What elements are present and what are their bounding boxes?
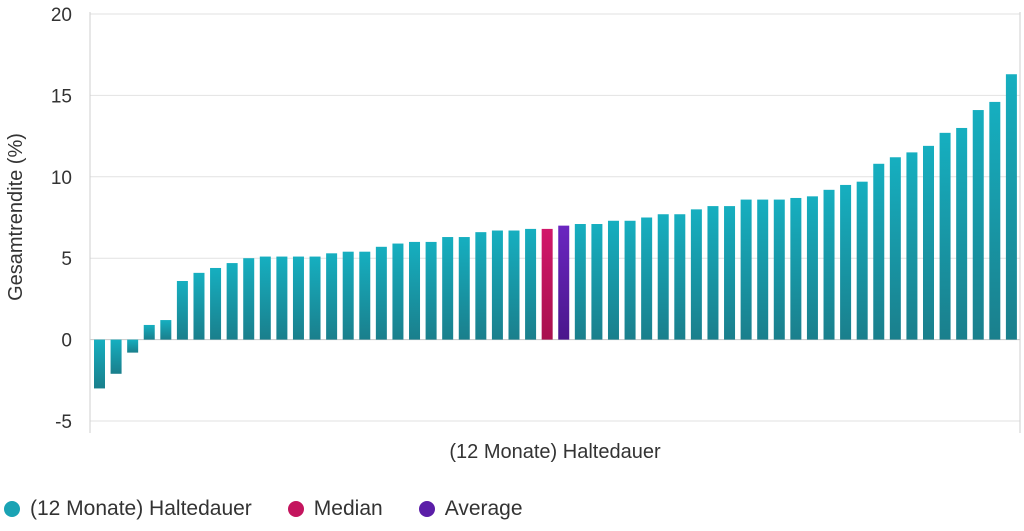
bar: [458, 237, 470, 340]
legend-swatch-average: [418, 501, 435, 517]
bar: [375, 246, 387, 340]
bar: [972, 110, 984, 340]
bar: [823, 189, 835, 340]
bar: [94, 339, 105, 389]
bar: [176, 280, 188, 340]
bar: [724, 206, 736, 340]
bar-chart: -5 0 5 10 15 20 Gesamtrendite (%) (12 Monate)…: [5, 5, 1021, 463]
bar: [790, 197, 802, 340]
bar: [309, 256, 321, 340]
bar: [657, 214, 669, 340]
bar: [574, 224, 586, 340]
bar: [442, 237, 454, 340]
bar: [127, 339, 139, 353]
legend-item-series: (12 Monate) Haltedauer: [4, 497, 252, 521]
bar: [326, 253, 338, 340]
legend-item-median: Median: [287, 497, 383, 521]
median-bar: [541, 228, 553, 340]
y-tick-label: 5: [61, 249, 72, 270]
bar: [740, 199, 752, 340]
bar: [641, 217, 653, 340]
bar: [475, 232, 487, 340]
bar: [193, 272, 205, 340]
bar: [425, 241, 437, 340]
legend-label-series: (12 Monate) Haltedauer: [30, 497, 252, 520]
bar: [806, 196, 818, 340]
bar: [226, 263, 238, 340]
bar: [392, 243, 404, 340]
legend-item-average: Average: [418, 497, 523, 521]
bar: [889, 157, 901, 340]
y-tick-label: -5: [55, 412, 72, 433]
bars: [94, 74, 1017, 389]
bar: [160, 320, 172, 340]
legend-label-median: Median: [313, 497, 383, 520]
bar: [143, 324, 155, 340]
bar: [1005, 74, 1017, 340]
legend: (12 Monate) Haltedauer Median Average: [4, 497, 559, 521]
y-axis-ticks: -5 0 5 10 15 20: [51, 5, 72, 433]
bar: [359, 251, 371, 340]
bar: [873, 163, 885, 340]
legend-swatch-median: [287, 501, 304, 517]
y-tick-label: 10: [51, 168, 72, 189]
bar: [956, 127, 968, 340]
bar: [989, 101, 1001, 340]
bar: [210, 267, 222, 340]
bar: [342, 251, 354, 340]
y-tick-label: 20: [51, 5, 72, 26]
bar: [840, 184, 852, 340]
bar: [690, 209, 702, 340]
y-tick-label: 0: [61, 331, 72, 352]
bar: [624, 220, 636, 340]
average-bar: [558, 225, 570, 340]
bar: [525, 228, 537, 340]
bar: [292, 256, 304, 340]
y-tick-label: 15: [51, 86, 72, 107]
x-axis-label: (12 Monate) Haltedauer: [449, 441, 661, 463]
bar: [259, 256, 271, 340]
legend-label-average: Average: [444, 497, 523, 520]
bar: [508, 230, 520, 340]
bar: [707, 206, 719, 340]
bar: [923, 145, 934, 340]
bar: [591, 224, 603, 340]
bar: [757, 199, 769, 340]
bar: [906, 152, 918, 340]
y-axis-label: Gesamtrendite (%): [5, 133, 27, 301]
bar: [674, 214, 686, 340]
bar: [491, 230, 503, 340]
bar: [607, 220, 619, 340]
bar: [856, 181, 868, 340]
legend-swatch-series: [4, 501, 20, 517]
bar: [276, 256, 288, 340]
bar: [243, 258, 255, 340]
bar: [939, 132, 951, 340]
bar: [110, 339, 122, 374]
bar: [773, 199, 785, 340]
bar: [409, 241, 421, 340]
